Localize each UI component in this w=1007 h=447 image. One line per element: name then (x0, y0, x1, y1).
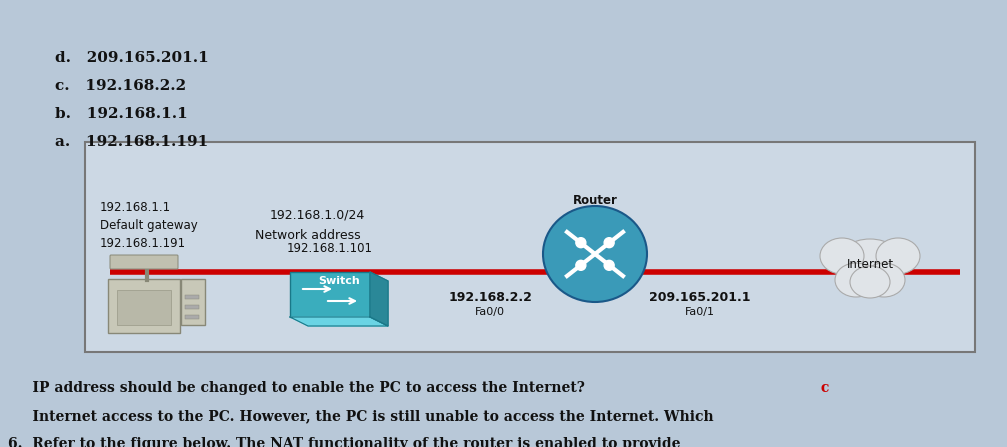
Text: Default gateway: Default gateway (100, 219, 197, 232)
Polygon shape (370, 272, 388, 326)
Text: 192.168.1.101: 192.168.1.101 (287, 242, 373, 255)
Text: 192.168.2.2: 192.168.2.2 (448, 291, 532, 304)
Text: 209.165.201.1: 209.165.201.1 (650, 291, 751, 304)
Text: 192.168.1.191: 192.168.1.191 (100, 237, 186, 250)
Text: IP address should be changed to enable the PC to access the Internet?: IP address should be changed to enable t… (8, 381, 585, 395)
Ellipse shape (835, 263, 877, 297)
Polygon shape (290, 317, 388, 326)
Text: Fa0/1: Fa0/1 (685, 307, 715, 317)
FancyBboxPatch shape (85, 142, 975, 352)
Ellipse shape (543, 206, 648, 302)
Text: c.   192.168.2.2: c. 192.168.2.2 (55, 79, 186, 93)
Ellipse shape (604, 238, 614, 248)
Text: Network address: Network address (255, 229, 361, 242)
Text: Internet: Internet (847, 257, 893, 270)
Ellipse shape (850, 266, 890, 298)
Ellipse shape (876, 238, 920, 274)
FancyBboxPatch shape (108, 279, 180, 333)
Ellipse shape (820, 238, 864, 274)
Text: a.   192.168.1.191: a. 192.168.1.191 (55, 135, 208, 149)
FancyBboxPatch shape (110, 255, 178, 269)
Text: Switch: Switch (318, 276, 359, 286)
Text: c: c (816, 381, 830, 395)
FancyBboxPatch shape (290, 272, 370, 317)
FancyBboxPatch shape (185, 295, 199, 299)
Text: d.   209.165.201.1: d. 209.165.201.1 (55, 51, 208, 65)
Text: Internet access to the PC. However, the PC is still unable to access the Interne: Internet access to the PC. However, the … (8, 409, 714, 423)
Ellipse shape (576, 260, 586, 270)
Text: Fa0/0: Fa0/0 (475, 307, 505, 317)
FancyBboxPatch shape (185, 305, 199, 309)
FancyBboxPatch shape (117, 290, 171, 325)
Text: b.   192.168.1.1: b. 192.168.1.1 (55, 107, 187, 121)
Ellipse shape (836, 239, 904, 289)
Ellipse shape (604, 260, 614, 270)
Text: Router: Router (573, 194, 617, 207)
Ellipse shape (863, 263, 905, 297)
FancyBboxPatch shape (185, 315, 199, 319)
Text: 192.168.1.1: 192.168.1.1 (100, 201, 171, 214)
Text: 6.  Refer to the figure below. The NAT functionality of the router is enabled to: 6. Refer to the figure below. The NAT fu… (8, 437, 681, 447)
Ellipse shape (576, 238, 586, 248)
FancyBboxPatch shape (181, 279, 205, 325)
Text: 192.168.1.0/24: 192.168.1.0/24 (270, 209, 366, 222)
